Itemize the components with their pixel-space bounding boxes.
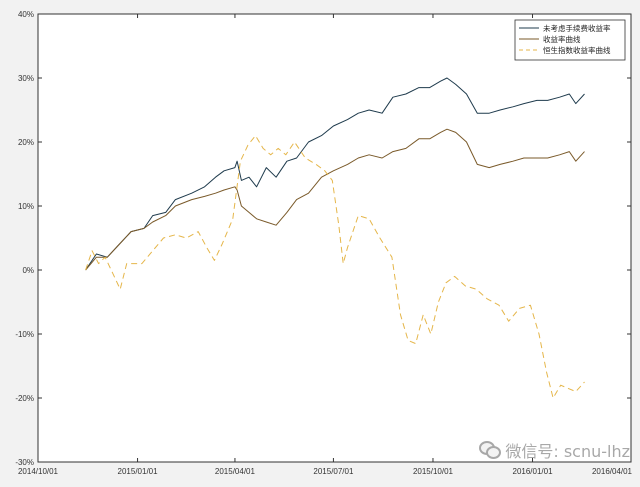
legend-label: 未考虑手续费收益率 xyxy=(543,23,611,33)
legend-box xyxy=(514,19,626,61)
x-tick-label: 2015/01/01 xyxy=(118,467,159,476)
y-tick-label: 0% xyxy=(22,266,34,275)
series-line-1 xyxy=(85,77,585,271)
watermark: 微信号: scnu-lhz xyxy=(479,438,630,462)
y-tick-label: 20% xyxy=(18,138,34,147)
x-tick-label: 2014/10/01 xyxy=(18,467,59,476)
y-tick-label: 40% xyxy=(18,10,34,19)
series-layer xyxy=(85,77,585,399)
x-tick-label: 2016/01/01 xyxy=(513,467,554,476)
x-tick-label: 2015/10/01 xyxy=(413,467,454,476)
y-tick-label: -20% xyxy=(15,394,34,403)
y-axis: -30% -20% -10% 0% 10% 20% 30% 40% xyxy=(15,10,631,467)
y-tick-label: -10% xyxy=(15,330,34,339)
y-tick-label: 30% xyxy=(18,74,34,83)
wechat-icon xyxy=(479,441,502,459)
x-axis: 2014/10/01 2015/01/01 2015/04/01 2015/07/01… xyxy=(18,14,633,476)
x-tick-label: 2015/07/01 xyxy=(313,467,354,476)
y-tick-label: 10% xyxy=(18,202,34,211)
x-tick-label: 2016/04/01 xyxy=(592,467,633,476)
series-line-3 xyxy=(85,135,585,399)
legend-label: 恒生指数收益率曲线 xyxy=(543,45,611,55)
legend-label: 收益率曲线 xyxy=(543,34,581,44)
y-tick-label: -30% xyxy=(15,458,34,467)
plot-area xyxy=(37,13,632,463)
watermark-label: 微信号: scnu-lhz xyxy=(505,442,630,461)
x-tick-label: 2015/04/01 xyxy=(215,467,256,476)
